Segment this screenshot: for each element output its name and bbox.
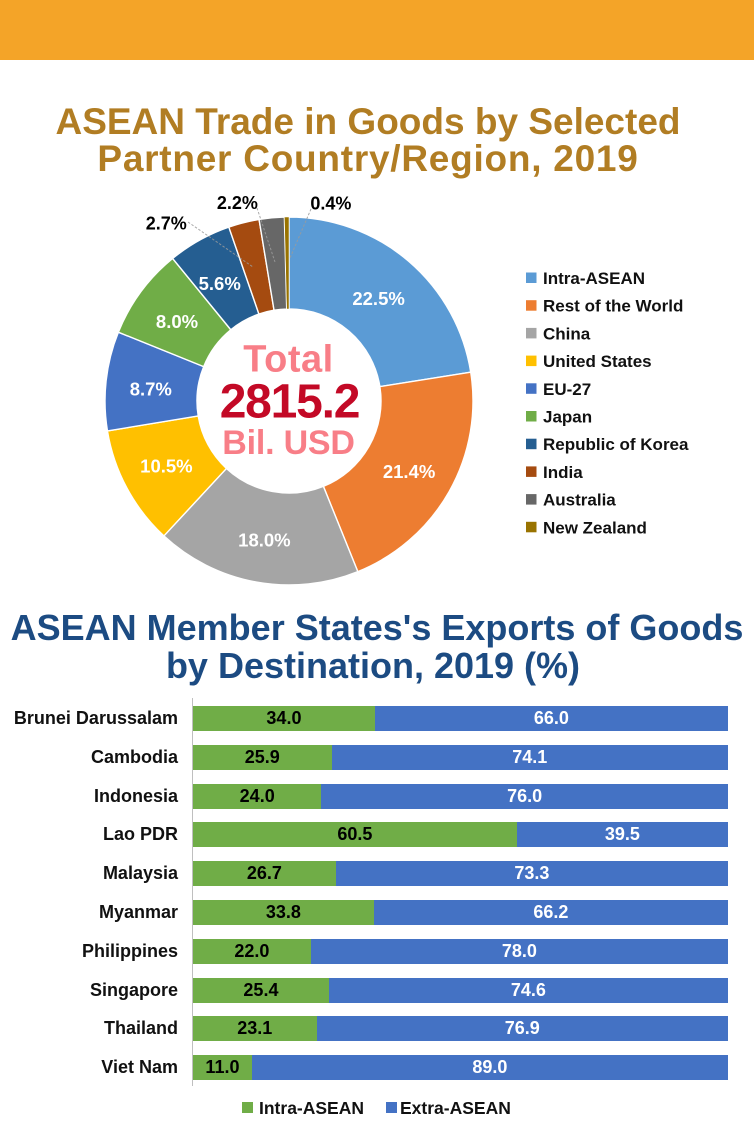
svg-text:2.7%: 2.7% — [146, 214, 187, 234]
svg-text:Republic of Korea: Republic of Korea — [543, 435, 689, 454]
svg-text:21.4%: 21.4% — [383, 461, 435, 482]
svg-text:10.5%: 10.5% — [140, 456, 192, 477]
svg-text:5.6%: 5.6% — [199, 273, 241, 294]
svg-text:Bil. USD: Bil. USD — [222, 424, 355, 462]
svg-text:United States: United States — [543, 352, 652, 371]
svg-text:India: India — [543, 463, 583, 482]
svg-text:2.2%: 2.2% — [217, 193, 258, 213]
svg-text:EU-27: EU-27 — [543, 380, 591, 399]
svg-text:8.7%: 8.7% — [130, 379, 172, 400]
svg-text:2815.2: 2815.2 — [220, 376, 360, 429]
svg-text:Japan: Japan — [543, 408, 592, 427]
svg-text:Intra-ASEAN: Intra-ASEAN — [543, 269, 645, 288]
svg-text:Rest of the World: Rest of the World — [543, 297, 683, 316]
svg-text:Australia: Australia — [543, 491, 616, 510]
svg-text:Total: Total — [243, 339, 333, 381]
svg-text:18.0%: 18.0% — [238, 530, 290, 551]
svg-text:0.4%: 0.4% — [310, 193, 351, 213]
svg-text:22.5%: 22.5% — [352, 288, 404, 309]
svg-text:China: China — [543, 324, 591, 343]
svg-text:New Zealand: New Zealand — [543, 518, 647, 537]
svg-text:8.0%: 8.0% — [156, 311, 198, 332]
